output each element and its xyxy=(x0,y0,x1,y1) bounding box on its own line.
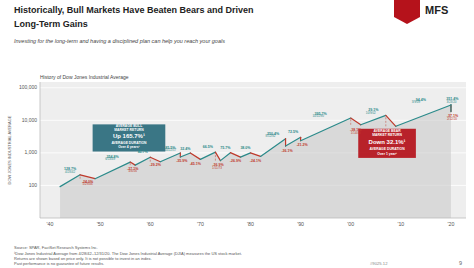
y-tick-label: 100 xyxy=(29,182,38,188)
drop-line xyxy=(350,118,351,125)
grid-line xyxy=(40,87,466,88)
return-label: 4/28/42 xyxy=(65,170,75,174)
line-segment xyxy=(95,162,130,179)
return-label: 3/23/20 xyxy=(446,100,456,104)
x-tick-label: '80 xyxy=(247,221,254,227)
chart-title: History of Dow Jones Industrial Average xyxy=(40,74,129,80)
return-label: 6/13/49 xyxy=(105,157,115,161)
x-tick-label: '60 xyxy=(147,221,154,227)
line-segment xyxy=(450,104,451,111)
return-label: 38.0% xyxy=(240,146,251,150)
line-segment xyxy=(60,175,80,187)
line-segment xyxy=(130,162,135,165)
return-label: -35.9% xyxy=(176,159,188,163)
return-label: -24.1% xyxy=(250,159,262,163)
line-segment xyxy=(230,153,240,157)
y-axis-label: DOW JONES INDUSTRIAL AVERAGE xyxy=(7,115,12,184)
y-tick-label: 10,000 xyxy=(22,117,38,123)
line-segment xyxy=(301,118,351,141)
x-tick-label: '90 xyxy=(297,221,304,227)
line-segment xyxy=(450,105,451,112)
plot-area xyxy=(60,104,451,218)
line-segment xyxy=(361,115,386,124)
line-segment xyxy=(240,153,250,157)
return-label: -26.9% xyxy=(230,159,242,163)
return-label: 10/9/02 xyxy=(366,111,376,115)
grid-line xyxy=(40,120,466,121)
box-text: AVERAGE DURATIONOver 4 years¹ xyxy=(111,141,147,149)
return-label: 32.4% xyxy=(180,147,191,151)
return-label: 4/6/56 xyxy=(129,169,138,173)
return-label: 72.5% xyxy=(288,130,299,134)
box-text: AVERAGE BULLMARKET RETURN xyxy=(114,124,144,132)
line-segment xyxy=(396,105,451,126)
x-tick-label: '40 xyxy=(47,221,54,227)
return-label: -36.1% xyxy=(281,149,293,153)
return-label: 10/22/57 xyxy=(164,148,176,152)
line-segment xyxy=(250,153,260,157)
summary-box xyxy=(93,124,166,151)
line-segment xyxy=(215,152,220,160)
logo: MFS xyxy=(425,4,448,16)
line-segment xyxy=(386,115,396,126)
box-text: Up 165.7%¹ xyxy=(113,133,145,139)
x-tick-label: '20 xyxy=(448,221,455,227)
drop-line xyxy=(450,105,451,112)
return-label: 75.7% xyxy=(220,146,231,150)
drop-line xyxy=(385,115,386,126)
line-segment xyxy=(351,118,361,125)
return-label: 5/29/46 xyxy=(83,182,93,186)
y-tick-label: 1,000 xyxy=(24,149,37,155)
subtitle: Investing for the long-term and having a… xyxy=(14,38,225,44)
x-tick-label: '10 xyxy=(397,221,404,227)
page-ref: #9025.12 xyxy=(370,261,388,266)
line-segment xyxy=(200,152,215,159)
return-label: 3/9/09 xyxy=(412,100,421,104)
plot-background xyxy=(40,82,466,218)
return-label: 66.5% xyxy=(203,145,214,149)
return-label: -45.1% xyxy=(190,162,202,166)
return-label: 1/11/73 xyxy=(212,166,222,170)
chart: Historically, Bull Markets Have Beaten B… xyxy=(0,0,474,268)
line-segment xyxy=(150,157,160,161)
return-label: -21.2% xyxy=(296,143,308,147)
x-tick-label: '00 xyxy=(347,221,354,227)
line-segment xyxy=(135,157,150,165)
line-segment xyxy=(190,153,200,159)
y-tick-label: 100,000 xyxy=(19,84,37,90)
axis-line xyxy=(40,218,466,219)
return-label: 85.7% xyxy=(138,150,149,154)
axis-line xyxy=(40,82,41,218)
box-text: AVERAGE DURATIONOver 1 year¹ xyxy=(370,147,406,155)
line-segment xyxy=(285,139,286,146)
return-label: 10/11/90 xyxy=(312,114,324,118)
x-tick-label: '70 xyxy=(197,221,204,227)
box-text: AVERAGE BEARMARKET RETURN xyxy=(372,129,402,137)
logo-shield xyxy=(394,0,420,24)
title: Historically, Bull Markets Have Beaten B… xyxy=(14,5,253,15)
x-tick-label: '50 xyxy=(97,221,104,227)
area-fill xyxy=(60,104,451,218)
title: Long-Term Gains xyxy=(14,19,88,29)
box-text: Down 32.1%¹ xyxy=(369,139,406,145)
page-number: 9 xyxy=(459,260,462,266)
footnote: Past performance is no guarantee of futu… xyxy=(14,261,104,266)
return-label: 2/12/20 xyxy=(447,117,457,121)
return-label: 1/14/00 xyxy=(351,131,361,135)
line-segment xyxy=(261,139,286,157)
summary-box xyxy=(358,129,416,158)
line-segment xyxy=(180,153,190,157)
return-label: 8/12/82 xyxy=(266,134,276,138)
return-label: -29.2% xyxy=(150,163,162,167)
line-segment xyxy=(80,175,95,179)
